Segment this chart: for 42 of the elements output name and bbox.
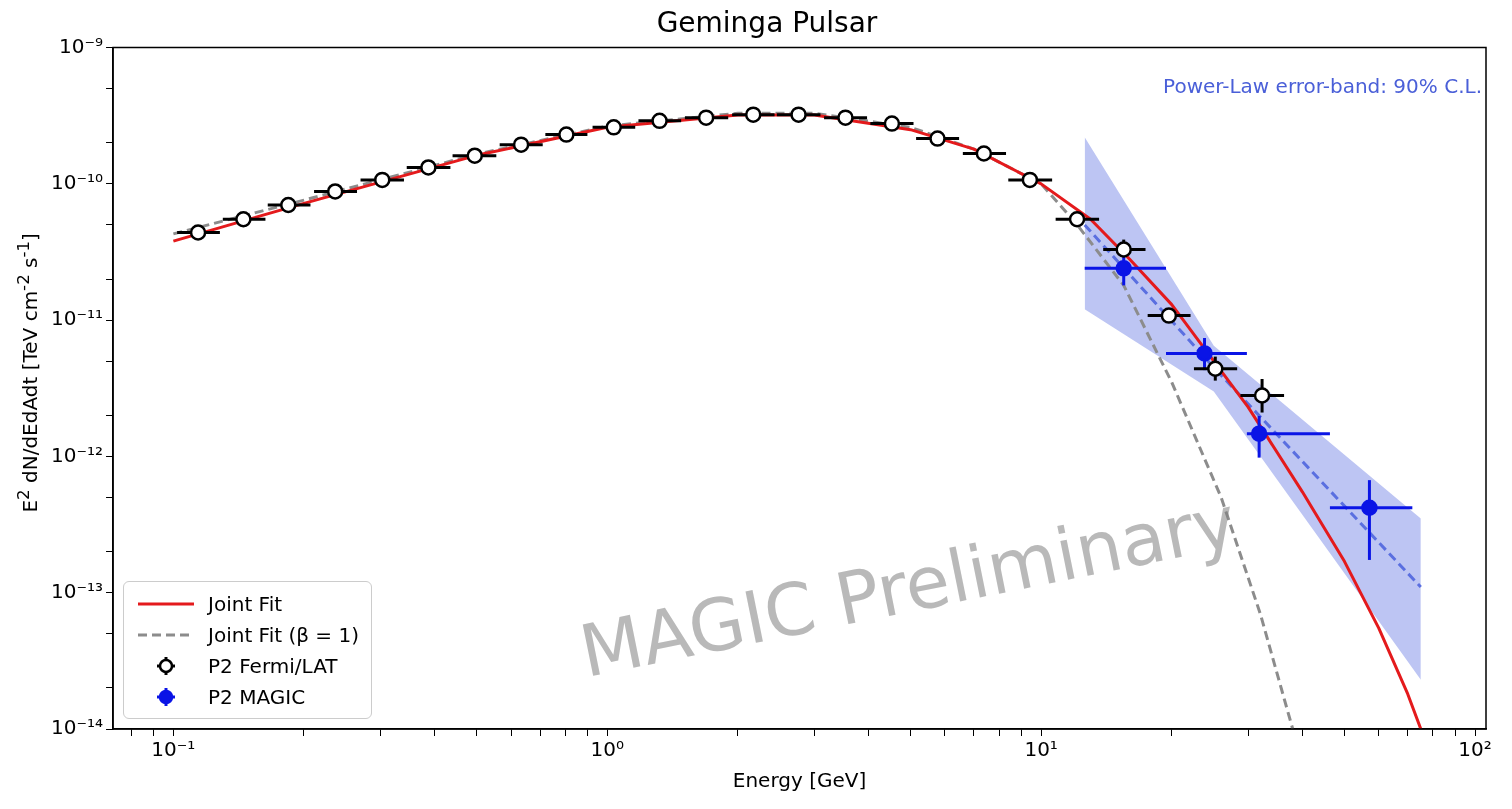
y-tick-label: 10⁻¹³ [50, 578, 104, 603]
point [189, 224, 207, 241]
point [929, 130, 946, 147]
annotation: Power-Law error-band: 90% C.L. [1163, 73, 1482, 98]
legend-label: P2 MAGIC [208, 684, 306, 709]
point [420, 159, 437, 176]
point [1021, 171, 1039, 189]
point [651, 112, 668, 130]
point [466, 147, 483, 164]
point [697, 109, 715, 126]
point [837, 109, 854, 126]
x-axis-title: Energy [GeV] [732, 768, 867, 793]
y-tick-label: 10⁻¹⁰ [50, 170, 104, 195]
point [1068, 211, 1086, 228]
chart-title: Geminga Pulsar [656, 6, 878, 40]
legend-label: P2 Fermi/LAT [208, 653, 338, 678]
point [326, 183, 344, 200]
point [235, 211, 252, 228]
point [883, 115, 901, 132]
point [790, 106, 807, 123]
point [1207, 360, 1224, 377]
x-tick-label: 10² [1458, 737, 1492, 762]
x-tick-label: 10¹ [1024, 737, 1058, 762]
point [512, 136, 530, 153]
legend-label: Joint Fit (β = 1) [208, 622, 359, 647]
point [1253, 387, 1271, 404]
x-tick-label: 10⁰ [590, 737, 624, 762]
point [1160, 307, 1178, 324]
point [374, 171, 391, 189]
point [975, 145, 993, 162]
y-tick-label: 10⁻⁹ [59, 33, 104, 58]
point [605, 119, 622, 136]
point [558, 126, 575, 143]
x-tick-label: 10⁻¹ [151, 737, 196, 762]
point [1115, 241, 1132, 258]
legend-label: Joint Fit [208, 591, 283, 616]
point [280, 196, 297, 214]
y-tick-label: 10⁻¹⁴ [50, 715, 104, 740]
y-tick-label: 10⁻¹¹ [50, 306, 104, 331]
annotation: MAGIC Preliminary [572, 479, 1244, 694]
point [744, 106, 762, 123]
y-tick-label: 10⁻¹² [50, 442, 104, 467]
